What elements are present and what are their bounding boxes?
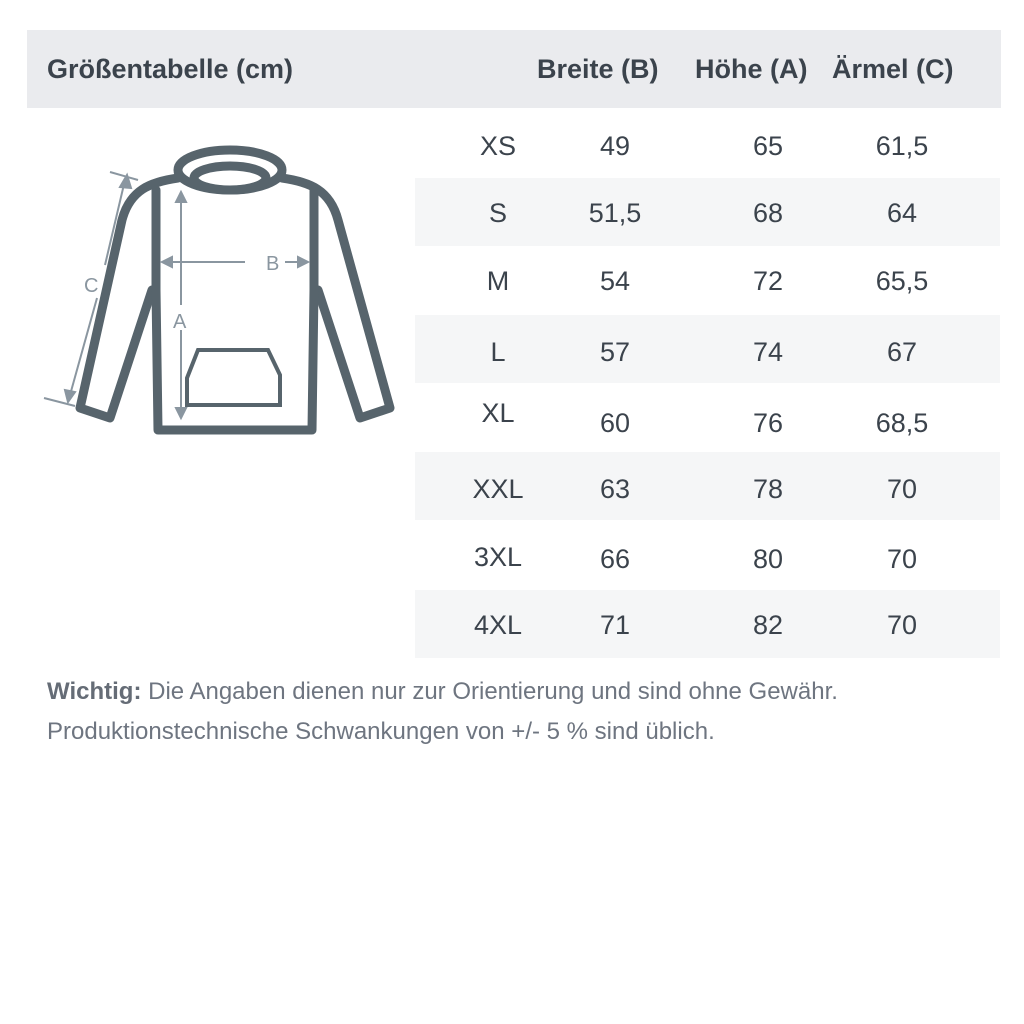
note-label: Wichtig: [47,678,142,705]
size-label: M [486,266,510,296]
size-label: 4XL [473,610,523,640]
measurement-c: 61,5 [875,131,929,161]
measurement-c: 70 [886,474,918,504]
column-header-sleeve: Ärmel (C) [832,54,954,84]
measurement-c: 70 [886,610,918,640]
measurement-a: 72 [752,266,784,296]
label-c: C [84,275,98,297]
row-stripe [415,315,1000,383]
measurement-a: 68 [752,198,784,228]
row-stripe [415,178,1000,246]
note-line-2: Produktionstechnische Schwankungen von +… [47,718,715,745]
measurement-c: 67 [886,337,918,367]
measurement-b: 51,5 [588,198,642,228]
size-label: L [490,337,506,367]
measurement-b: 54 [599,266,631,296]
hoodie-diagram-icon: B A C [43,145,395,435]
measurement-b: 66 [599,544,631,574]
row-stripe [415,452,1000,520]
label-b: B [266,253,279,275]
measurement-a: 74 [752,337,784,367]
measurement-c: 64 [886,198,918,228]
note-text-1: Die Angaben dienen nur zur Orientierung … [148,678,838,705]
measurement-b: 71 [599,610,631,640]
measurement-b: 60 [599,408,631,438]
column-header-width: Breite (B) [537,54,659,84]
measurement-a: 76 [752,408,784,438]
size-label: 3XL [473,542,523,572]
measurement-b: 63 [599,474,631,504]
measurement-c: 65,5 [875,266,929,296]
size-label: XS [479,131,517,161]
table-title: Größentabelle (cm) [47,54,294,84]
label-a: A [173,311,187,333]
size-label: S [488,198,508,228]
column-header-height: Höhe (A) [695,54,808,84]
measurement-b: 57 [599,337,631,367]
measurement-c: 68,5 [875,408,929,438]
size-label: XXL [472,474,524,504]
measurement-a: 82 [752,610,784,640]
table-header [27,30,1001,108]
measurement-a: 80 [752,544,784,574]
measurement-a: 65 [752,131,784,161]
note-line-1: Wichtig: Die Angaben dienen nur zur Orie… [47,678,838,706]
row-stripe [415,590,1000,658]
measurement-a: 78 [752,474,784,504]
measurement-b: 49 [599,131,631,161]
size-label: XL [481,398,515,428]
measurement-c: 70 [886,544,918,574]
